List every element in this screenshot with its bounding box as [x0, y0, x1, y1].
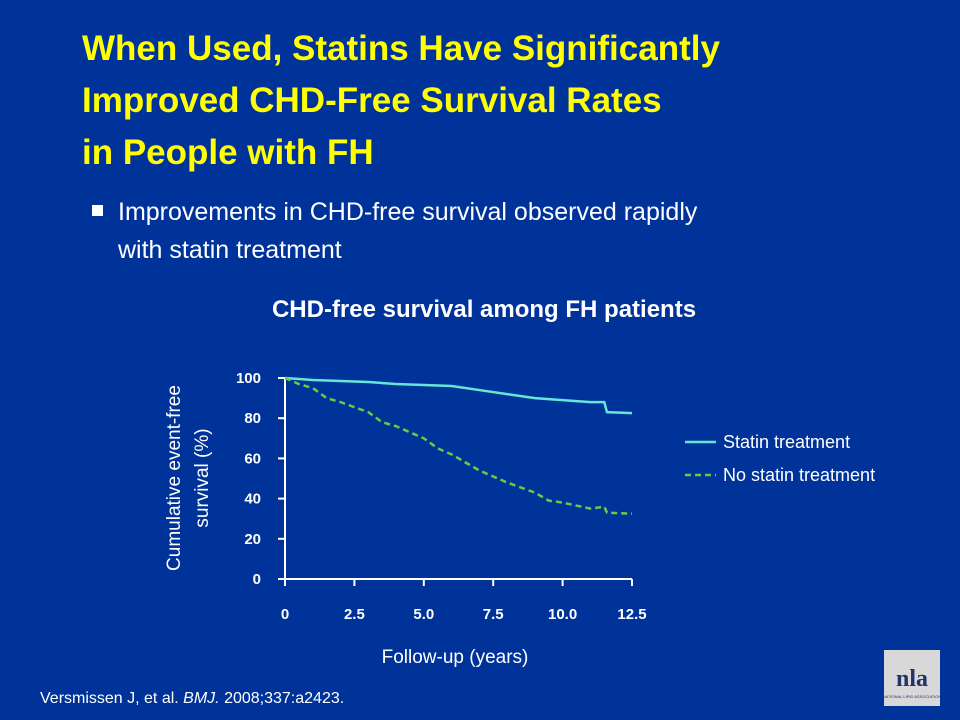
- y-axis-label: Cumulative event-free: [164, 385, 185, 571]
- y-tick-label: 0: [253, 571, 261, 588]
- y-tick-label: 100: [236, 370, 261, 387]
- legend-label: No statin treatment: [723, 465, 875, 485]
- y-tick-label: 60: [244, 450, 261, 467]
- x-tick-label: 7.5: [483, 606, 504, 623]
- x-axis-label: Follow-up (years): [382, 647, 529, 668]
- citation-text: 2008;337:a2423.: [220, 690, 345, 707]
- slide-title: Improved CHD-Free Survival Rates: [82, 81, 662, 120]
- logo-text: nla: [896, 666, 928, 692]
- citation: Versmissen J, et al. BMJ. 2008;337:a2423…: [40, 690, 344, 707]
- y-tick-label: 80: [244, 410, 261, 427]
- x-tick-label: 10.0: [548, 606, 577, 623]
- bullet-marker: [92, 205, 103, 216]
- x-tick-label: 12.5: [617, 606, 646, 623]
- x-tick-label: 2.5: [344, 606, 365, 623]
- logo: [884, 650, 940, 706]
- bullet-text: with statin treatment: [117, 236, 342, 264]
- slide-title: in People with FH: [82, 133, 374, 172]
- y-tick-label: 40: [244, 491, 261, 508]
- bullet-text: Improvements in CHD-free survival observ…: [118, 198, 698, 226]
- x-tick-label: 5.0: [413, 606, 434, 623]
- citation-text: Versmissen J, et al.: [40, 690, 183, 707]
- y-tick-label: 20: [244, 531, 261, 548]
- logo-subtext: NATIONAL LIPID ASSOCIATION: [883, 694, 942, 699]
- series-line: [284, 376, 633, 415]
- citation-journal: BMJ.: [183, 690, 219, 707]
- series-line: [284, 376, 633, 515]
- chart-title: CHD-free survival among FH patients: [272, 296, 696, 323]
- slide-title: When Used, Statins Have Significantly: [82, 29, 720, 68]
- x-tick-label: 0: [281, 606, 289, 623]
- legend-label: Statin treatment: [723, 432, 850, 452]
- y-axis-label: survival (%): [192, 428, 213, 527]
